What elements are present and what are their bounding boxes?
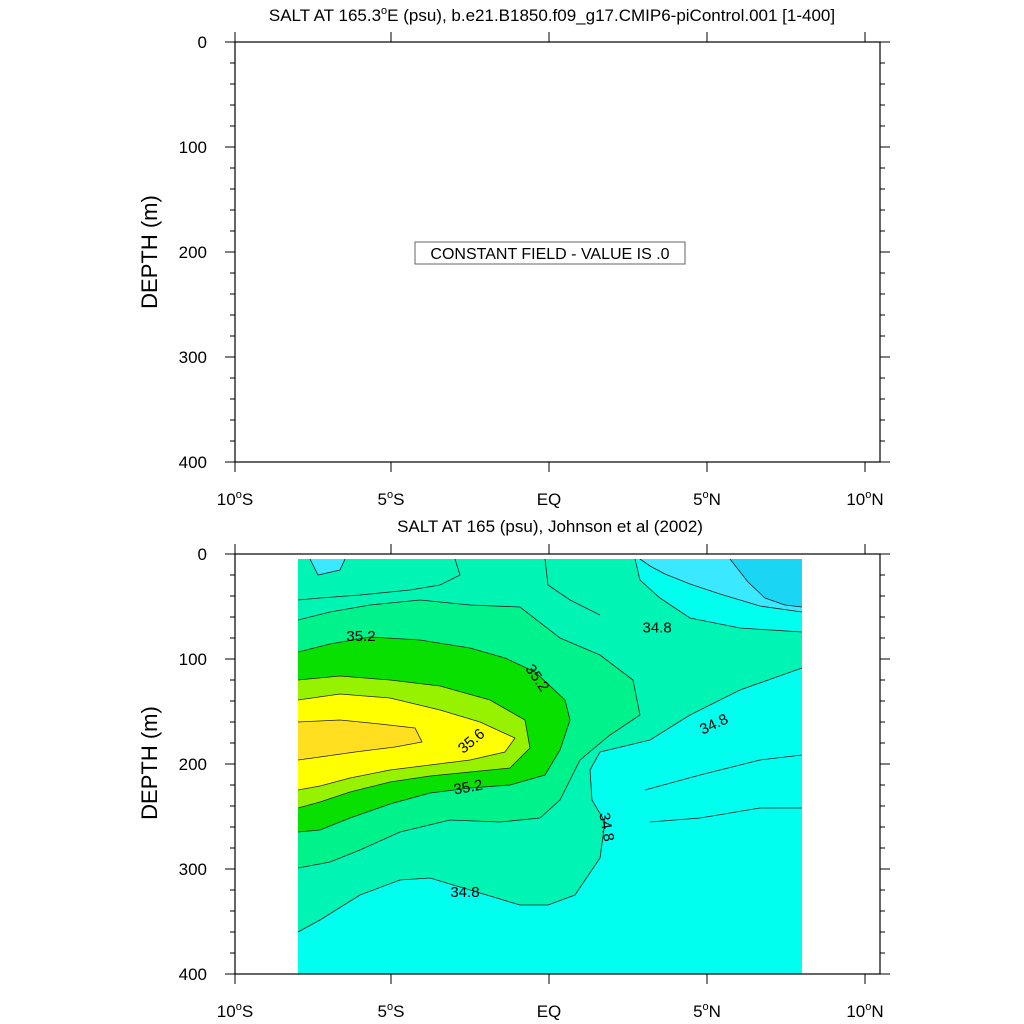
x-tick-label: 5oS (378, 489, 405, 509)
contour-line (298, 599, 641, 869)
contour-label: 34.8 (595, 811, 617, 843)
x-tick-label: 10oS (217, 1001, 253, 1021)
band-lt-34-4 (730, 559, 802, 607)
x-tick-label: 10oN (846, 1001, 883, 1021)
top-title-degree: o (381, 5, 387, 17)
contour-label: 35.2 (452, 777, 484, 799)
contour-line (644, 754, 802, 791)
contour-label: 34.8 (450, 884, 479, 901)
bottom-title: SALT AT 165 (psu), Johnson et al (2002) (397, 517, 703, 536)
y-tick-label: 100 (179, 138, 207, 157)
x-tick-label: EQ (537, 1002, 562, 1021)
contour-label: 34.8 (642, 620, 671, 637)
y-tick-label: 300 (179, 860, 207, 879)
contour-line (298, 693, 516, 791)
top-x-tick-labels: 10oS 5oS EQ 5oN 10oN (217, 489, 884, 509)
contour-line (298, 719, 423, 761)
bottom-y-axis-label: DEPTH (m) (137, 706, 162, 820)
bottom-y-tick-labels: 0 100 200 300 400 (179, 545, 207, 984)
band-top-left-fresh (310, 559, 345, 575)
contour-line (298, 667, 802, 933)
band-gt-35-8 (298, 720, 422, 760)
bottom-panel: SALT AT 165 (psu), Johnson et al (2002) … (137, 517, 890, 1021)
contour-line (729, 559, 802, 608)
top-y-axis-label: DEPTH (m) (137, 195, 162, 309)
constant-field-box (414, 241, 686, 265)
contour-line (298, 675, 531, 809)
contour-line (639, 559, 802, 613)
contour-lines (298, 559, 802, 933)
top-x-ticks (234, 32, 866, 472)
x-tick-label: 5oN (693, 1001, 721, 1021)
x-tick-label: 5oN (693, 489, 721, 509)
top-y-tick-labels: 0 100 200 300 400 (179, 33, 207, 472)
x-tick-label: 10oS (217, 489, 253, 509)
contour-line (298, 559, 461, 601)
y-tick-label: 300 (179, 348, 207, 367)
y-tick-label: 400 (179, 453, 207, 472)
y-tick-label: 200 (179, 755, 207, 774)
contour-label: 35.2 (346, 628, 375, 645)
contour-line (298, 636, 571, 833)
y-tick-label: 0 (198, 33, 207, 52)
contour-line (634, 559, 802, 633)
x-tick-label: 10oN (846, 489, 883, 509)
x-tick-label: EQ (537, 490, 562, 509)
y-tick-label: 200 (179, 243, 207, 262)
bottom-x-tick-labels: 10oS 5oS EQ 5oN 10oN (217, 1001, 884, 1021)
constant-field-note: CONSTANT FIELD - VALUE IS .0 (430, 246, 669, 263)
top-panel: SALT AT 165.3oE (psu), b.e21.B1850.f09_g… (137, 5, 890, 509)
band-34-6-34-8-pocket (640, 755, 802, 822)
salinity-field (298, 559, 802, 974)
x-tick-label: 5oS (378, 1001, 405, 1021)
top-y-ticks (225, 41, 890, 463)
contour-line (544, 559, 601, 616)
top-title: SALT AT 165.3oE (psu), b.e21.B1850.f09_g… (269, 5, 835, 25)
y-tick-label: 400 (179, 965, 207, 984)
y-tick-label: 0 (198, 545, 207, 564)
bottom-y-ticks (225, 553, 890, 975)
y-tick-label: 100 (179, 650, 207, 669)
contour-line (649, 807, 802, 823)
contour-line (309, 559, 346, 576)
bottom-x-ticks (234, 544, 866, 984)
